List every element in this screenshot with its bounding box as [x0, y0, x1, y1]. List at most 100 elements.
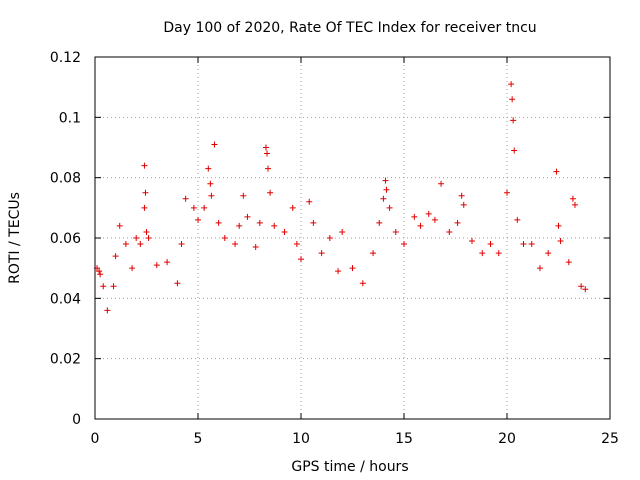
data-point	[460, 201, 467, 208]
y-tick-label: 0.06	[50, 231, 81, 247]
data-point	[553, 168, 560, 175]
data-point	[431, 216, 438, 223]
data-point	[221, 235, 228, 241]
data-point	[386, 204, 393, 211]
x-tick-label: 20	[498, 431, 516, 447]
data-point	[468, 238, 475, 245]
data-point	[104, 307, 111, 314]
data-point	[298, 256, 304, 263]
data-point	[207, 180, 214, 187]
data-point	[383, 186, 390, 193]
data-point	[122, 241, 129, 248]
data-point	[335, 268, 342, 275]
data-point	[271, 222, 278, 229]
data-point	[293, 241, 300, 248]
data-point	[240, 192, 247, 199]
x-tick-label: 15	[395, 431, 413, 447]
data-point	[265, 165, 272, 172]
data-point	[438, 180, 445, 187]
data-point	[487, 241, 494, 248]
y-axis-label: ROTI / TECUs	[7, 192, 23, 284]
data-point	[137, 241, 144, 248]
plot-frame	[94, 56, 611, 420]
data-point	[164, 259, 171, 266]
data-point	[256, 219, 263, 226]
data-point	[511, 147, 518, 154]
data-point	[182, 195, 189, 202]
data-point	[211, 141, 218, 148]
data-point	[97, 271, 104, 278]
data-point	[267, 189, 274, 196]
data-point	[205, 165, 212, 172]
x-tick-label: 10	[292, 431, 310, 447]
data-point	[479, 250, 486, 257]
data-point	[508, 81, 515, 88]
data-point	[236, 222, 243, 229]
axis-ticks: 0 5 10 15 20 25 0 0.02 0.04 0.06 0.08 0.1 0.12	[50, 50, 619, 447]
data-point	[190, 204, 197, 211]
data-point	[417, 222, 424, 229]
data-point	[376, 219, 383, 226]
data-point	[133, 235, 140, 241]
grid-lines	[95, 57, 610, 419]
data-point	[504, 189, 510, 196]
data-point	[141, 204, 148, 211]
data-point	[359, 280, 366, 287]
data-point	[582, 286, 589, 293]
data-point	[264, 150, 271, 157]
data-point	[96, 268, 103, 275]
data-point	[411, 213, 418, 220]
data-point	[252, 244, 259, 251]
data-point	[380, 195, 387, 202]
data-point	[370, 250, 377, 257]
data-point	[571, 201, 578, 208]
data-point	[557, 238, 564, 245]
y-tick-label: 0	[72, 412, 81, 428]
data-point	[555, 222, 562, 229]
data-point	[281, 228, 288, 235]
data-point	[232, 241, 239, 248]
x-tick-label: 0	[91, 431, 100, 447]
data-point	[201, 204, 208, 211]
y-tick-label: 0.04	[50, 291, 81, 307]
data-point	[509, 96, 516, 103]
data-point	[100, 283, 107, 290]
data-point	[454, 219, 461, 226]
data-point	[306, 198, 313, 205]
data-point	[495, 250, 502, 257]
data-point	[116, 222, 123, 229]
data-point	[528, 241, 535, 248]
data-point	[392, 228, 399, 235]
data-point	[425, 210, 432, 217]
data-point	[143, 228, 150, 235]
data-point	[112, 253, 119, 260]
data-point	[349, 265, 356, 272]
x-tick-label: 5	[194, 431, 203, 447]
data-point	[129, 265, 136, 272]
data-point	[510, 117, 517, 124]
data-point	[289, 204, 296, 211]
data-point	[141, 162, 148, 169]
data-point	[514, 216, 521, 223]
data-point	[578, 283, 585, 290]
data-point	[401, 241, 407, 248]
data-point	[174, 280, 181, 287]
data-point	[569, 195, 576, 202]
data-point	[215, 219, 222, 226]
data-point	[110, 283, 117, 290]
data-point	[142, 189, 149, 196]
data-point	[565, 259, 572, 266]
data-point	[262, 144, 269, 151]
data-point	[446, 228, 453, 235]
data-point	[310, 219, 317, 226]
data-point	[195, 216, 201, 223]
data-point	[536, 265, 543, 272]
y-tick-label: 0.02	[50, 352, 81, 368]
data-point	[208, 192, 215, 199]
data-point	[178, 241, 185, 248]
data-points	[94, 81, 589, 314]
data-point	[326, 235, 333, 241]
data-point	[520, 241, 527, 248]
x-tick-label: 25	[601, 431, 619, 447]
